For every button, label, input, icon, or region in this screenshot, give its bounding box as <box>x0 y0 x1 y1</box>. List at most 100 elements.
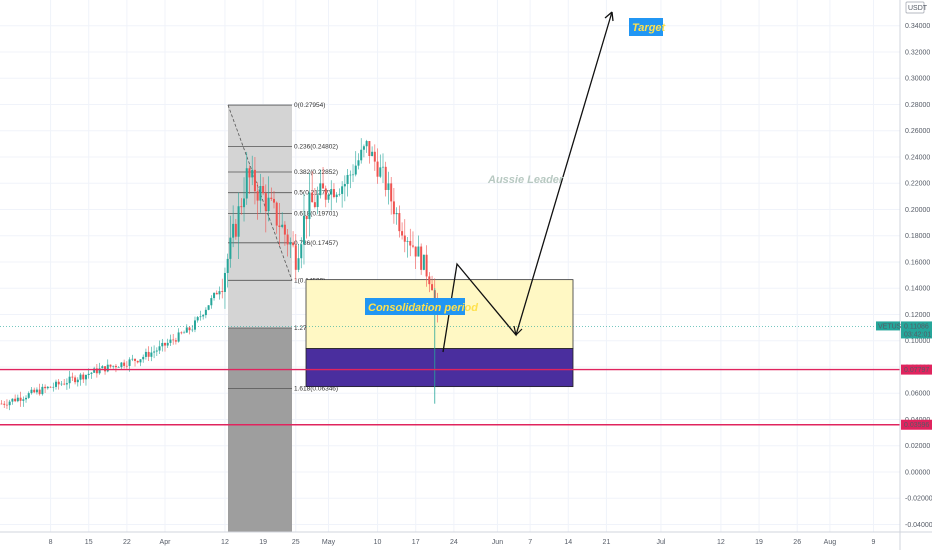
candle-body <box>213 292 216 299</box>
candle-body <box>44 386 47 389</box>
candle-body <box>425 254 428 277</box>
candle-body <box>142 356 145 360</box>
candle-body <box>30 389 33 394</box>
candle-body <box>264 193 267 212</box>
horizontal-lines[interactable] <box>0 326 900 426</box>
candle-body <box>267 197 270 212</box>
candle-body <box>76 379 79 383</box>
candle-body <box>262 186 265 194</box>
candle-body <box>232 223 235 238</box>
candle-body <box>248 168 251 178</box>
candle-body <box>357 160 360 166</box>
candle-body <box>256 191 259 201</box>
target-label: Target <box>632 22 667 34</box>
price-tick-label: 0.10000 <box>905 338 930 345</box>
candle-body <box>101 366 104 369</box>
currency-badge[interactable] <box>905 1 925 14</box>
candle-body <box>237 206 240 237</box>
candle-body <box>185 327 188 333</box>
price-axis[interactable]: 0.34000 0.32000 0.30000 0.28000 0.26000 0.240… <box>876 0 932 550</box>
price-tick-label: -0.02000 <box>905 496 932 503</box>
candle-body <box>341 186 344 194</box>
time-tick-label: 19 <box>259 539 267 546</box>
price-marker-bg <box>901 321 932 339</box>
price-tick-label: 0.30000 <box>905 76 930 83</box>
time-tick-label: 21 <box>603 539 611 546</box>
candle-body <box>144 351 147 357</box>
time-tick-label: 12 <box>717 539 725 546</box>
candle-body <box>136 360 139 363</box>
candle-body <box>74 377 77 383</box>
candle-body <box>316 195 319 208</box>
candle-body <box>55 381 57 387</box>
consolidation-support-box <box>305 348 574 388</box>
candle-body <box>0 403 3 405</box>
candle-body <box>63 383 66 385</box>
candle-body <box>324 188 327 200</box>
candle-body <box>155 350 158 352</box>
candle-body <box>428 276 431 285</box>
candle-body <box>123 362 126 366</box>
candle-body <box>305 215 308 220</box>
candle-body <box>409 240 412 246</box>
candle-body <box>349 174 352 176</box>
candle-body <box>204 309 207 316</box>
time-tick-label: Apr <box>160 539 172 546</box>
candle-body <box>11 398 14 402</box>
time-tick-label: 12 <box>221 539 229 546</box>
candle-body <box>16 397 19 402</box>
candle-body <box>251 169 254 178</box>
candle-body <box>33 389 36 393</box>
time-tick-label: Jun <box>492 539 503 546</box>
candle-body <box>414 246 417 257</box>
candle-body <box>379 167 382 177</box>
candle-body <box>199 316 202 318</box>
candle-body <box>22 399 25 401</box>
candle-body <box>65 383 68 385</box>
fib-retracement[interactable]: 0(0.27954) 0.236(0.24802) 0.382(0.22852) 0.… <box>227 102 338 532</box>
price-axis-bg <box>900 0 932 550</box>
candle-body <box>221 291 224 292</box>
candle-body <box>8 401 11 406</box>
candle-body <box>207 305 210 310</box>
candle-body <box>210 298 213 306</box>
candle-body <box>313 202 316 208</box>
candle-body <box>281 224 284 227</box>
time-tick-label: 15 <box>85 539 93 546</box>
candle-body <box>134 358 137 361</box>
candle-body <box>343 184 346 187</box>
time-tick-label: Jul <box>656 539 665 546</box>
candle-body <box>297 258 300 270</box>
candle-body <box>330 189 333 195</box>
target-label-bg <box>629 18 663 36</box>
symbol-tag-bg <box>876 321 900 331</box>
price-marker-countdown: 03:42:01 <box>904 331 931 338</box>
candle-body <box>371 151 374 157</box>
time-axis[interactable]: 8 15 22 Apr 12 19 25 May 10 17 24 Jun 7 14 21 Jul 12 19 26… <box>0 531 932 546</box>
candle-body <box>234 223 237 237</box>
candle-body <box>5 404 8 406</box>
candle-body <box>273 198 275 203</box>
grid <box>0 0 900 532</box>
candle-body <box>191 329 194 331</box>
price-tick-label: 0.24000 <box>905 154 930 161</box>
candle-body <box>403 235 406 242</box>
consolidation-zone[interactable] <box>305 279 574 388</box>
candle-body <box>360 149 363 161</box>
candle-body <box>87 373 90 375</box>
price-tick-label: -0.04000 <box>905 522 932 529</box>
candle-body <box>139 359 142 363</box>
candle-body <box>79 374 82 380</box>
candle-body <box>335 194 338 198</box>
time-tick-label: 19 <box>755 539 763 546</box>
time-tick-label: 14 <box>564 539 572 546</box>
candle-body <box>338 193 341 195</box>
candle-body <box>164 342 166 346</box>
candle-body <box>125 365 128 367</box>
watermark-label: Aussie Leader <box>487 174 564 186</box>
candle-body <box>275 202 278 226</box>
candle-body <box>153 351 156 353</box>
currency-label: USDT <box>908 5 928 12</box>
line-price-tag: 0.07797 <box>904 367 929 374</box>
